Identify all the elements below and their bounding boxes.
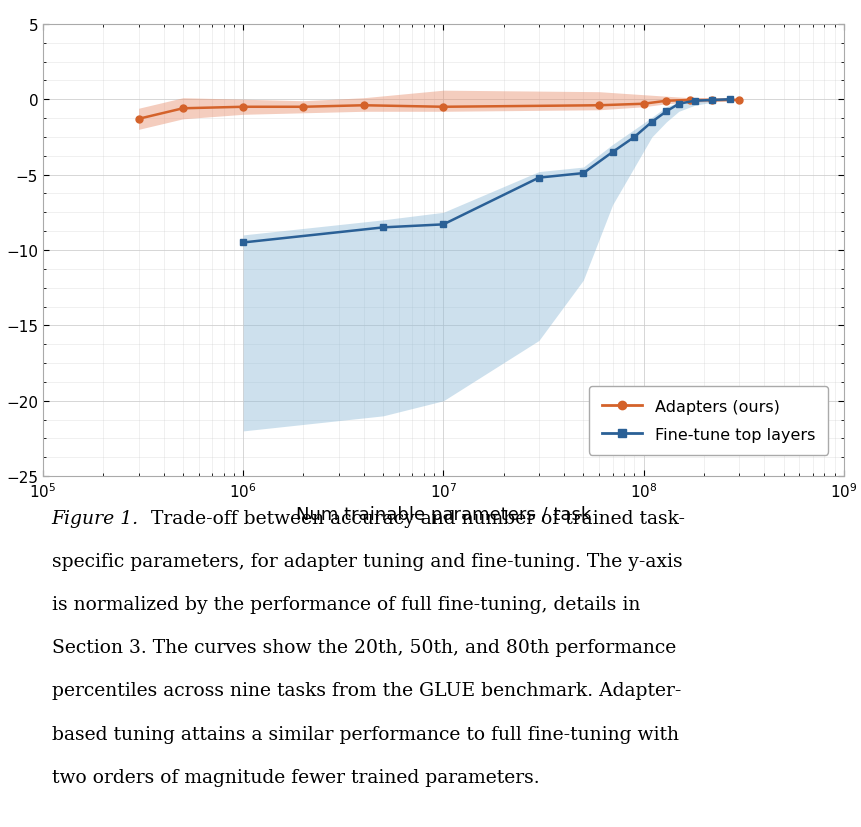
Text: Trade-off between accuracy and number of trained task-: Trade-off between accuracy and number of…	[139, 509, 684, 528]
Text: percentiles across nine tasks from the GLUE benchmark. Adapter-: percentiles across nine tasks from the G…	[52, 681, 681, 700]
Text: specific parameters, for adapter tuning and fine-tuning. The y-axis: specific parameters, for adapter tuning …	[52, 552, 682, 571]
Legend: Adapters (ours), Fine-tune top layers: Adapters (ours), Fine-tune top layers	[589, 387, 827, 455]
Text: Section 3. The curves show the 20th, 50th, and 80th performance: Section 3. The curves show the 20th, 50t…	[52, 638, 676, 657]
Text: based tuning attains a similar performance to full fine-tuning with: based tuning attains a similar performan…	[52, 724, 678, 743]
Text: is normalized by the performance of full fine-tuning, details in: is normalized by the performance of full…	[52, 595, 640, 614]
X-axis label: Num trainable parameters / task: Num trainable parameters / task	[296, 505, 591, 523]
Text: Figure 1.: Figure 1.	[52, 509, 139, 528]
Text: two orders of magnitude fewer trained parameters.: two orders of magnitude fewer trained pa…	[52, 767, 539, 786]
